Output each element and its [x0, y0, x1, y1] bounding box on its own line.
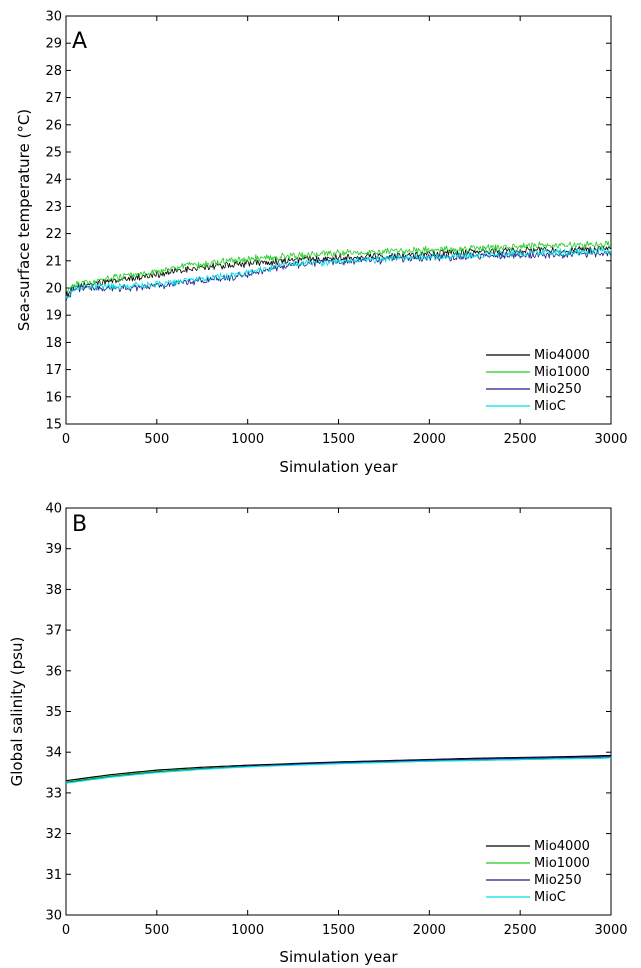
y-tick-label: 16: [45, 390, 62, 405]
plot-frame: [65, 15, 612, 425]
panel-letter: A: [72, 29, 87, 54]
series-line-mioc: [65, 757, 612, 784]
y-axis-title: Global salinity (psu): [8, 637, 26, 787]
y-tick-label: 36: [45, 664, 62, 679]
plot-frame: [65, 507, 612, 916]
panel-b-salinity-chart: 30 31 32 33 34 35 36 37 38 39 40 0 500 1000 1500 2000 25…: [8, 502, 628, 967]
y-tick-label: 18: [45, 336, 62, 351]
y-tick-label: 19: [45, 309, 62, 324]
y-tick-label: 35: [45, 705, 62, 720]
y-tick-label: 34: [45, 746, 62, 761]
y-tick-label: 31: [45, 868, 62, 883]
x-tick-label: 2000: [413, 432, 446, 447]
legend-entry-label: Mio4000: [534, 348, 590, 363]
y-tick-label: 27: [45, 91, 62, 106]
y-axis-title: Sea-surface temperature (°C): [15, 109, 33, 331]
y-tick-label: 24: [45, 173, 62, 188]
x-tick-label: 500: [144, 432, 169, 447]
panel-a-sst-chart: 15 16 17 18 19 20 21 22 23 24 25 26 27 28 29 30 0 500 1000…: [15, 10, 628, 477]
x-tick-label: 1500: [322, 432, 355, 447]
series-line-mio1000: [65, 240, 612, 293]
x-tick-label: 3000: [594, 923, 627, 938]
legend-entry-label: Mio4000: [534, 839, 590, 854]
y-tick-label: 23: [45, 200, 62, 215]
y-tick-label: 32: [45, 827, 62, 842]
x-tick-label: 0: [62, 923, 70, 938]
y-tick-label: 25: [45, 146, 62, 161]
x-tick-label: 3000: [594, 432, 627, 447]
x-axis-title: Simulation year: [279, 458, 398, 476]
series-line-mioc: [65, 247, 612, 300]
y-tick-label: 26: [45, 118, 62, 133]
y-tick-label: 39: [45, 542, 62, 557]
y-tick-label: 17: [45, 363, 62, 378]
y-tick-label: 22: [45, 227, 62, 242]
x-axis-title: Simulation year: [279, 948, 398, 966]
y-tick-label: 21: [45, 254, 62, 269]
legend-entry-label: Mio1000: [534, 856, 590, 871]
y-tick-label: 29: [45, 37, 62, 52]
y-tick-label: 28: [45, 64, 62, 79]
x-tick-label: 1000: [231, 923, 264, 938]
x-tick-label: 2500: [504, 432, 537, 447]
x-tick-label: 1500: [322, 923, 355, 938]
y-tick-label: 40: [45, 502, 62, 517]
panel-letter: B: [72, 512, 87, 537]
x-tick-label: 0: [62, 432, 70, 447]
x-tick-label: 500: [144, 923, 169, 938]
y-tick-label: 38: [45, 583, 62, 598]
y-tick-label: 33: [45, 786, 62, 801]
y-tick-label: 30: [45, 909, 62, 924]
legend-entry-label: Mio250: [534, 873, 582, 888]
y-tick-label: 20: [45, 282, 62, 297]
legend-entry-label: Mio1000: [534, 365, 590, 380]
y-tick-label: 15: [45, 418, 62, 433]
x-tick-label: 2000: [413, 923, 446, 938]
legend-entry-label: Mio250: [534, 382, 582, 397]
series-line-mio250: [65, 756, 612, 784]
series-line-mio4000: [65, 245, 612, 299]
legend-entry-label: MioC: [534, 890, 566, 905]
y-tick-label: 37: [45, 624, 62, 639]
legend-entry-label: MioC: [534, 399, 566, 414]
y-tick-label: 30: [45, 10, 62, 25]
x-tick-label: 1000: [231, 432, 264, 447]
series-line-mio4000: [65, 754, 612, 782]
x-tick-label: 2500: [504, 923, 537, 938]
